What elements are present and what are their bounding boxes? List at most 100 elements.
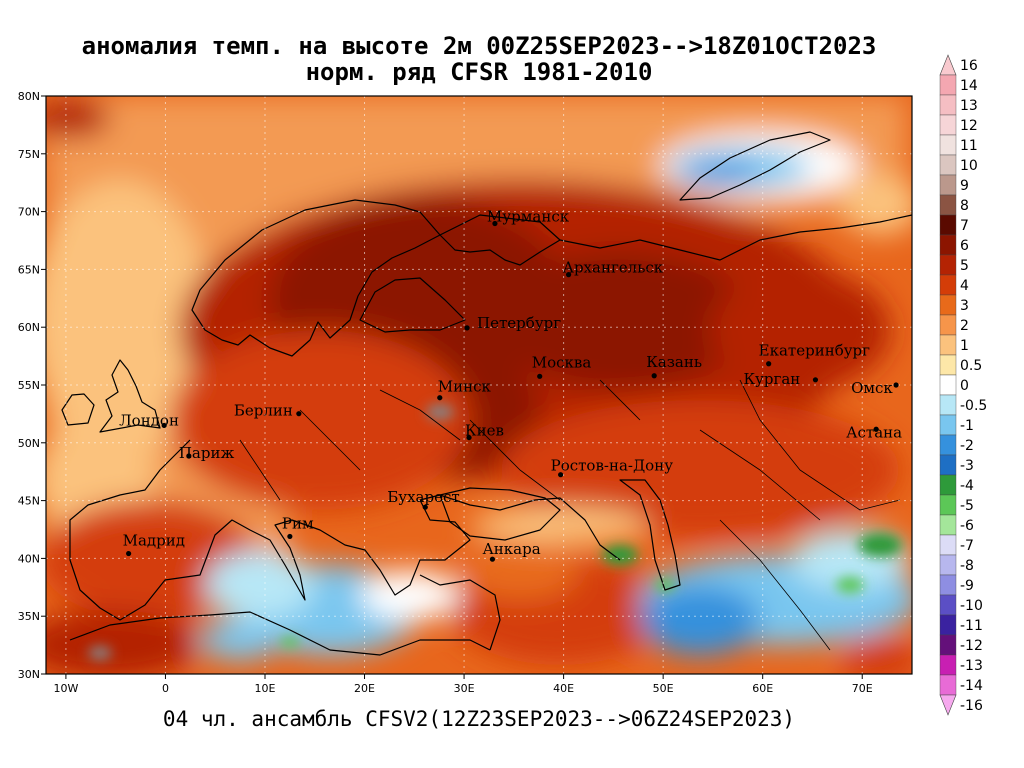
- colorbar-swatch: [939, 474, 957, 496]
- colorbar-label: 8: [960, 198, 969, 214]
- colorbar-label: -16: [960, 698, 983, 714]
- coastlines: [61, 131, 912, 656]
- city-labels: Мурманск Архангельск Петербург Москва Казань…: [119, 208, 902, 562]
- city-marker: [126, 550, 132, 557]
- colorbar-swatch: [939, 154, 957, 176]
- city-marker: [186, 453, 192, 459]
- lon-tick-label: 50E: [653, 682, 674, 695]
- lat-tick-label: 75N: [18, 148, 40, 161]
- map-title-line1: аномалия темп. на высоте 2м 00Z25SEP2023…: [82, 32, 877, 60]
- lon-tick-label: 70E: [852, 682, 873, 695]
- city-label: Петербург: [477, 314, 561, 332]
- city-label: Мурманск: [487, 208, 570, 226]
- colorbar-label: -9: [960, 578, 974, 594]
- colorbar-swatch: [939, 354, 957, 376]
- anomaly-field: [46, 96, 912, 674]
- colorbar-label: 1: [960, 338, 969, 354]
- colorbar-legend: 16 14 13 12 11 10 9 8 7 6 5 4 3 2 1 0.5 0 -0.5 -1 -2 -3 -4 -5 -…: [939, 54, 987, 716]
- city-marker: [492, 220, 498, 227]
- map-gridlines: [46, 96, 912, 674]
- lon-tick-label: 20E: [354, 682, 375, 695]
- colorbar-swatch: [939, 674, 957, 696]
- colorbar-label: -3: [960, 458, 974, 474]
- colorbar-label: -12: [960, 638, 983, 654]
- colorbar-label: 9: [960, 178, 969, 194]
- colorbar-swatch: [939, 334, 957, 356]
- city-marker: [296, 411, 302, 417]
- colorbar-label: 5: [960, 258, 969, 274]
- city-label: Москва: [532, 353, 592, 371]
- lat-tick-label: 70N: [18, 206, 40, 219]
- lon-tick-label: 30E: [454, 682, 475, 695]
- colorbar-label: -11: [960, 618, 983, 634]
- colorbar-swatch: [939, 254, 957, 276]
- city-marker: [537, 373, 543, 379]
- colorbar-label: 13: [960, 98, 978, 114]
- colorbar-swatch: [939, 534, 957, 556]
- city-marker: [161, 422, 167, 429]
- city-label: Ростов-на-Дону: [551, 457, 674, 475]
- latitude-axis: 30N 35N 40N 45N 50N 55N 60N 65N 70N 75N 80N: [18, 90, 46, 681]
- colorbar-swatch: [939, 414, 957, 436]
- lon-tick-label: 0: [162, 682, 169, 695]
- city-marker: [812, 377, 819, 383]
- lat-tick-label: 55N: [18, 379, 40, 392]
- colorbar-swatch: [939, 174, 957, 196]
- longitude-axis: 10W 0 10E 20E 30E 40E 50E 60E 70E: [53, 674, 873, 695]
- lat-tick-label: 35N: [18, 610, 40, 623]
- city-label: Анкара: [482, 540, 540, 558]
- city-label: Казань: [646, 353, 702, 371]
- colorbar-swatch: [939, 554, 957, 576]
- colorbar-swatch: [939, 694, 957, 716]
- city-marker: [464, 325, 470, 331]
- lon-tick-label: 60E: [752, 682, 773, 695]
- city-label: Париж: [179, 444, 235, 462]
- colorbar-swatch: [939, 294, 957, 316]
- city-label: Киев: [465, 422, 504, 440]
- lon-tick-label: 10W: [53, 682, 78, 695]
- colorbar-swatch: [939, 214, 957, 236]
- map-title-line2: норм. ряд CFSR 1981-2010: [306, 58, 653, 86]
- colorbar-swatch: [939, 574, 957, 596]
- colorbar-label: -2: [960, 438, 974, 454]
- ensemble-footer: 04 чл. ансамбль CFSV2(12Z23SEP2023-->06Z…: [163, 707, 795, 731]
- colorbar-swatch: [939, 374, 957, 396]
- colorbar-swatch: [939, 54, 957, 76]
- colorbar-label: -1: [960, 418, 974, 434]
- colorbar-swatch: [939, 234, 957, 256]
- city-marker: [489, 556, 496, 562]
- colorbar-swatch: [939, 594, 957, 616]
- colorbar-label: -10: [960, 598, 983, 614]
- colorbar-label: 6: [960, 238, 969, 254]
- city-label: Лондон: [119, 411, 179, 429]
- colorbar-label: 12: [960, 118, 978, 134]
- colorbar-label: 16: [960, 58, 978, 74]
- lat-tick-label: 60N: [18, 321, 40, 334]
- colorbar-label: 10: [960, 158, 978, 174]
- colorbar-label: 3: [960, 298, 969, 314]
- colorbar-swatch: [939, 514, 957, 536]
- city-label: Омск: [851, 379, 893, 397]
- lat-tick-label: 80N: [18, 90, 40, 103]
- colorbar-label: -4: [960, 478, 974, 494]
- colorbar-label: -14: [960, 678, 983, 694]
- city-label: Берлин: [234, 402, 293, 420]
- colorbar-label: 11: [960, 138, 978, 154]
- city-marker: [893, 382, 899, 388]
- city-label: Бухарест: [387, 488, 459, 506]
- colorbar-label: -6: [960, 518, 974, 534]
- city-marker: [437, 395, 443, 401]
- city-marker: [766, 361, 772, 367]
- colorbar-swatch: [939, 94, 957, 116]
- colorbar-swatch: [939, 634, 957, 656]
- lat-tick-label: 45N: [18, 495, 40, 508]
- colorbar-swatch: [939, 114, 957, 136]
- colorbar-label: 4: [960, 278, 969, 294]
- city-label: Курган: [743, 370, 800, 388]
- colorbar-label: 0: [960, 378, 969, 394]
- colorbar-swatch: [939, 74, 957, 96]
- colorbar-swatch: [939, 314, 957, 336]
- city-label: Екатеринбург: [759, 342, 870, 360]
- lon-tick-label: 10E: [255, 682, 276, 695]
- colorbar-label: -7: [960, 538, 974, 554]
